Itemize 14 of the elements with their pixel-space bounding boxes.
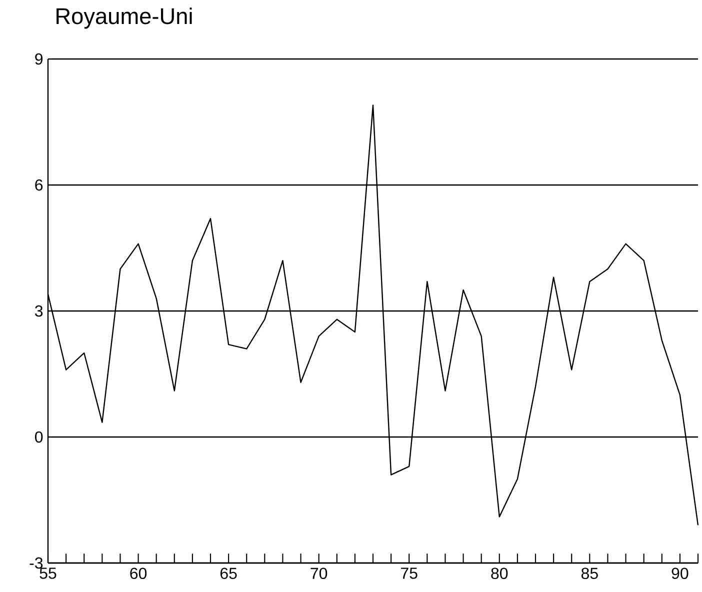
y-tick-label: 3: [34, 305, 43, 317]
y-tick-label: 0: [35, 431, 43, 443]
x-tick-label: 65: [220, 568, 237, 580]
x-tick-label: 80: [491, 568, 508, 580]
x-tick-label: 90: [672, 568, 688, 580]
x-tick-label: 60: [130, 568, 147, 580]
x-tick-label: 70: [310, 568, 328, 580]
x-tick-label: 85: [581, 568, 598, 580]
y-tick-label: 6: [35, 179, 43, 191]
y-tick-label: 9: [35, 53, 43, 65]
x-tick-label: 55: [40, 568, 56, 579]
x-tick-label: 75: [401, 568, 418, 579]
y-tick-label: -3: [30, 557, 43, 569]
chart-title: Royaume-Uni: [56, 8, 192, 29]
